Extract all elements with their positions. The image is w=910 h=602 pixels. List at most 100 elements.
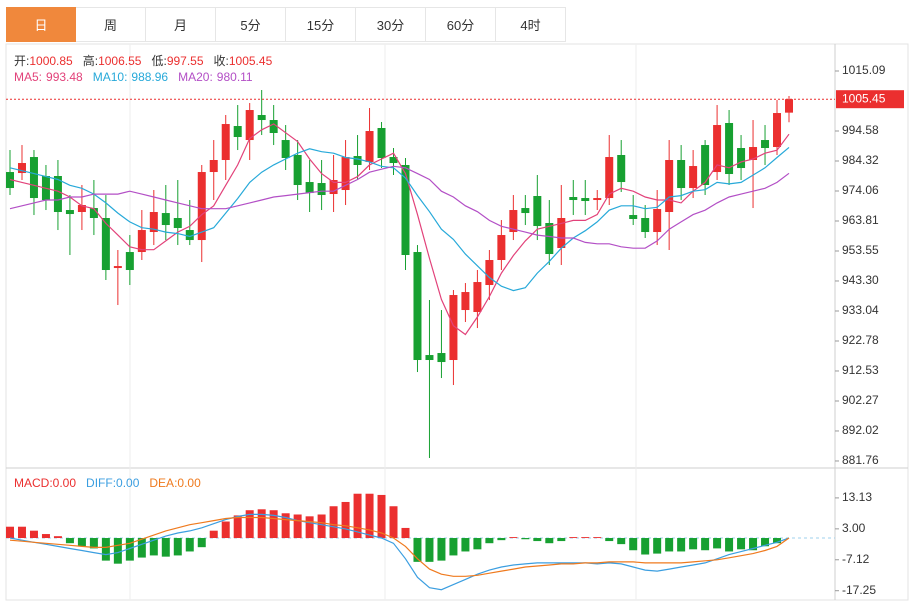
- ohlc-item: 收:1005.45: [214, 54, 273, 68]
- macd-bar: [125, 538, 134, 561]
- macd-bar: [605, 538, 614, 542]
- macd-bar: [533, 538, 542, 542]
- candle-body: [317, 183, 326, 196]
- y-tick-label: 943.30: [842, 273, 879, 287]
- candle-body: [125, 252, 134, 271]
- candle-body: [701, 145, 710, 186]
- macd-bar: [389, 506, 398, 539]
- candle-body: [365, 131, 374, 163]
- candle-body: [113, 266, 122, 269]
- candle-body: [689, 166, 698, 189]
- macd-bar: [113, 538, 122, 564]
- y-tick-label: -7.12: [842, 552, 870, 566]
- candle-body: [89, 208, 98, 219]
- macd-bar: [665, 538, 674, 552]
- period-tab[interactable]: 30分: [356, 7, 426, 42]
- y-tick-label: 1015.09: [842, 63, 886, 77]
- y-tick-label: 984.32: [842, 153, 879, 167]
- macd-bar: [473, 538, 482, 550]
- period-tab[interactable]: 4时: [496, 7, 566, 42]
- macd-bar: [449, 538, 458, 556]
- candle-body: [257, 115, 266, 121]
- period-tab[interactable]: 月: [146, 7, 216, 42]
- candle-body: [641, 218, 650, 233]
- macd-bar: [569, 537, 578, 539]
- ma-legend-name: MA5:: [14, 70, 43, 84]
- macd-bar: [269, 510, 278, 539]
- macd-bar: [545, 538, 554, 544]
- macd-legend-value: 0.00: [116, 476, 140, 490]
- candle-body: [353, 156, 362, 166]
- candle-body: [185, 230, 194, 241]
- macd-bar: [257, 509, 266, 539]
- period-tab[interactable]: 5分: [216, 7, 286, 42]
- candle-body: [677, 160, 686, 189]
- candle-body: [485, 260, 494, 286]
- macd-bar: [293, 514, 302, 539]
- candle-body: [233, 126, 242, 138]
- ma-legend-name: MA10:: [92, 70, 128, 84]
- period-tab[interactable]: 60分: [426, 7, 496, 42]
- candle-body: [29, 157, 38, 199]
- ohlc-value: 997.55: [166, 54, 204, 68]
- candle-body: [437, 353, 446, 363]
- macd-bar: [629, 538, 638, 551]
- candle-body: [221, 124, 230, 161]
- macd-bar: [101, 538, 110, 561]
- macd-bar: [341, 501, 350, 539]
- ma-legend-name: MA20:: [178, 70, 213, 84]
- macd-bar: [17, 526, 26, 539]
- macd-bar: [161, 538, 170, 557]
- macd-bar: [137, 538, 146, 558]
- macd-legend-item: DEA:0.00: [149, 476, 200, 490]
- candle-body: [785, 99, 793, 113]
- y-tick-label: 994.58: [842, 123, 879, 137]
- ohlc-legend: 开:1000.85 高:1006.55 低:997.55 收:1005.45: [14, 52, 282, 69]
- period-tab[interactable]: 周: [76, 7, 146, 42]
- period-tab[interactable]: 日: [6, 7, 76, 42]
- candle-body: [473, 282, 482, 313]
- candle-body: [509, 210, 518, 233]
- macd-bar: [617, 538, 626, 545]
- macd-bar: [77, 538, 86, 547]
- candle-body: [569, 197, 578, 201]
- y-tick-label: 13.13: [842, 490, 872, 504]
- macd-bar: [149, 538, 158, 556]
- candle-body: [713, 125, 722, 173]
- y-tick-label: 912.53: [842, 363, 879, 377]
- macd-legend: MACD:0.00 DIFF:0.00 DEA:0.00: [14, 476, 211, 490]
- macd-legend-item: MACD:0.00: [14, 476, 76, 490]
- macd-bar: [701, 538, 710, 551]
- macd-bar: [329, 506, 338, 539]
- ma-legend-value: 993.48: [46, 70, 83, 84]
- candle-body: [545, 223, 554, 255]
- candle-body: [761, 140, 770, 149]
- period-tab[interactable]: 15分: [286, 7, 356, 42]
- candle-body: [401, 165, 410, 256]
- macd-bar: [497, 538, 506, 541]
- candle-body: [425, 355, 434, 361]
- candle-body: [533, 196, 542, 227]
- candle-body: [389, 157, 398, 164]
- macd-bar: [749, 538, 758, 551]
- last-price-box: [836, 90, 904, 109]
- macd-bar: [581, 537, 590, 539]
- candle-body: [137, 230, 146, 253]
- ohlc-value: 1005.45: [228, 54, 273, 68]
- macd-bar: [713, 538, 722, 549]
- candle-body: [665, 160, 674, 213]
- candle-body: [245, 110, 254, 141]
- macd-legend-value: 0.00: [177, 476, 201, 490]
- ohlc-value: 1000.85: [29, 54, 73, 68]
- candle-body: [629, 215, 638, 219]
- candle-body: [749, 147, 758, 161]
- ohlc-label: 开:: [14, 54, 30, 68]
- candle-body: [725, 123, 734, 175]
- ohlc-item: 开:1000.85: [14, 54, 73, 68]
- macd-bar: [761, 538, 770, 547]
- macd-legend-name: MACD:: [14, 476, 53, 490]
- macd-bar: [521, 538, 530, 540]
- candle-body: [773, 113, 782, 148]
- macd-bar: [509, 537, 518, 539]
